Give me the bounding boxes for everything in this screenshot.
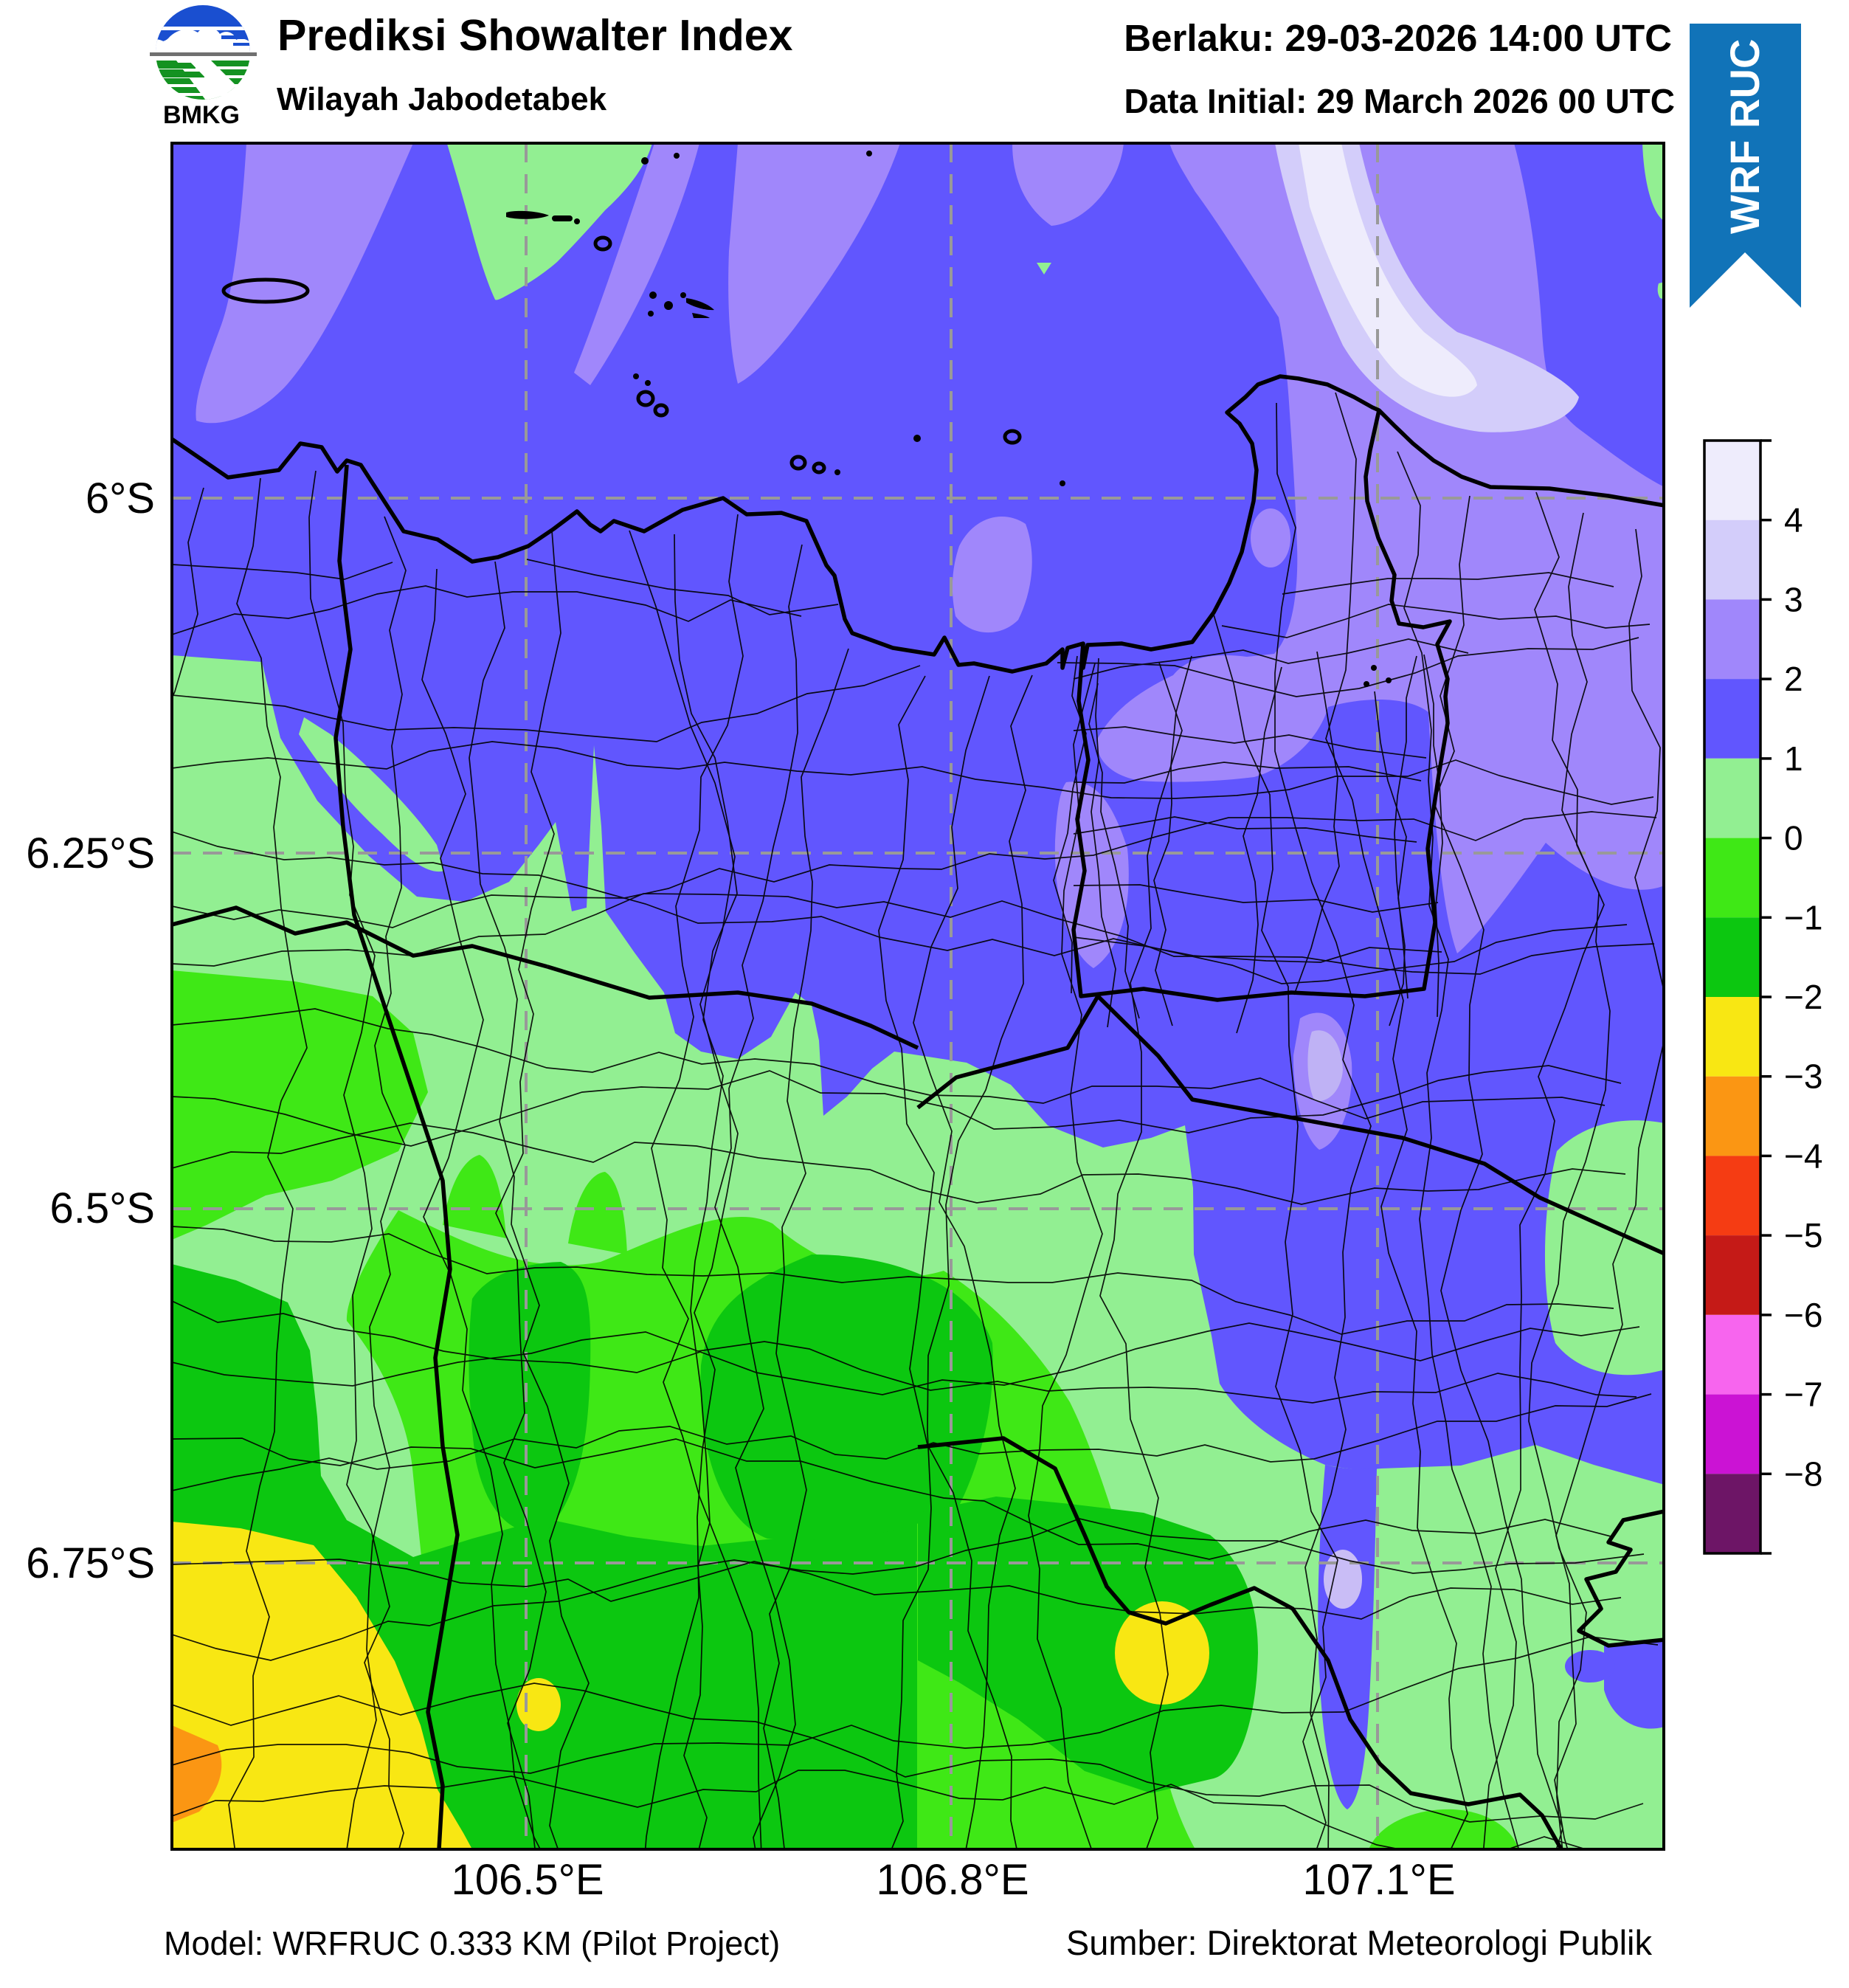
svg-text:0: 0 <box>1784 819 1803 857</box>
svg-text:6.25°S: 6.25°S <box>26 829 155 877</box>
svg-text:−5: −5 <box>1784 1216 1822 1254</box>
svg-text:−6: −6 <box>1784 1296 1822 1334</box>
svg-text:Wilayah Jabodetabek: Wilayah Jabodetabek <box>277 81 607 117</box>
svg-text:107.1°E: 107.1°E <box>1302 1856 1455 1904</box>
svg-text:3: 3 <box>1784 580 1803 618</box>
svg-text:−4: −4 <box>1784 1136 1822 1175</box>
svg-text:−7: −7 <box>1784 1376 1822 1414</box>
svg-text:6°S: 6°S <box>86 474 155 522</box>
svg-text:Data Initial: 29 March 2026 00: Data Initial: 29 March 2026 00 UTC <box>1124 82 1675 120</box>
svg-text:−8: −8 <box>1784 1454 1822 1493</box>
svg-text:106.5°E: 106.5°E <box>451 1856 604 1904</box>
svg-text:2: 2 <box>1784 660 1803 698</box>
svg-text:−1: −1 <box>1784 898 1822 936</box>
svg-text:Sumber: Direktorat Meteorologi: Sumber: Direktorat Meteorologi Publik <box>1066 1923 1653 1962</box>
svg-text:−3: −3 <box>1784 1057 1822 1096</box>
svg-text:WRF RUC: WRF RUC <box>1721 39 1768 234</box>
svg-text:6.5°S: 6.5°S <box>49 1184 155 1232</box>
svg-text:1: 1 <box>1784 739 1803 778</box>
svg-text:−2: −2 <box>1784 978 1822 1016</box>
svg-text:106.8°E: 106.8°E <box>876 1856 1029 1904</box>
svg-text:Model: WRFRUC 0.333 KM (Pilot: Model: WRFRUC 0.333 KM (Pilot Project) <box>164 1925 780 1962</box>
svg-text:6.75°S: 6.75°S <box>26 1539 155 1587</box>
svg-text:BMKG: BMKG <box>163 101 240 129</box>
svg-text:Prediksi Showalter Index: Prediksi Showalter Index <box>277 11 793 60</box>
svg-text:4: 4 <box>1784 501 1803 539</box>
svg-text:Berlaku: 29-03-2026 14:00 UTC: Berlaku: 29-03-2026 14:00 UTC <box>1124 17 1672 59</box>
